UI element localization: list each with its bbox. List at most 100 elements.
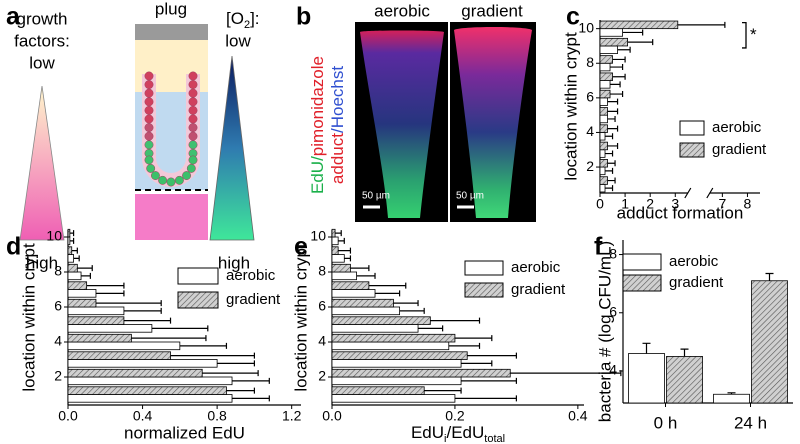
panel-a: a growth factors: low high plug [O2]: lo… (6, 0, 260, 272)
error-bar (677, 21, 726, 28)
legend-swatch (622, 253, 662, 271)
y-tick-label: 2 (318, 368, 326, 384)
error-bar (232, 395, 270, 402)
bar (751, 280, 788, 404)
label: low (225, 31, 251, 50)
bar (331, 333, 456, 343)
cell (188, 114, 198, 124)
cell (150, 171, 160, 181)
label-part: pimonidazole (308, 56, 327, 156)
error-bar (607, 108, 619, 115)
cell (144, 123, 154, 133)
x-axis-label: EdUi/EdUtotal (411, 423, 505, 444)
cell (186, 163, 196, 173)
legend-label: aerobic (669, 253, 719, 270)
label: plug (155, 0, 187, 18)
annotation: * (750, 25, 757, 44)
bar (599, 166, 606, 176)
bar (599, 132, 606, 141)
legend-label: gradient (511, 281, 566, 298)
bar (331, 376, 462, 386)
error-bar (69, 237, 75, 244)
bar (67, 351, 171, 360)
error-bar (607, 142, 619, 149)
legend-swatch (622, 274, 662, 292)
error-bar (461, 377, 517, 384)
label-part: i (444, 433, 446, 444)
bar (599, 159, 608, 168)
error-bar (612, 73, 626, 80)
label: low (29, 53, 55, 72)
bar (67, 376, 233, 386)
label: high (218, 253, 250, 272)
y-tick-label: 6 (609, 303, 617, 319)
bracket (742, 22, 747, 49)
y-tick-label: 4 (609, 362, 617, 378)
cell (144, 105, 154, 115)
cell (144, 97, 154, 107)
bar (331, 281, 370, 290)
bar (331, 386, 425, 395)
bar (67, 341, 181, 351)
bar (599, 149, 606, 158)
bar (67, 298, 97, 308)
bar (599, 114, 608, 124)
label-part: [O (226, 9, 244, 28)
y-tick-label: 6 (586, 89, 594, 105)
error-bar (338, 247, 352, 254)
error-bar (607, 115, 616, 122)
cell (188, 105, 198, 115)
x-tick-label: 0 (596, 196, 604, 212)
error-bar (605, 167, 614, 174)
bar (331, 368, 511, 378)
bar (67, 386, 227, 395)
gradient-triangle (209, 55, 255, 241)
error-bar (727, 392, 736, 395)
error-bar (607, 160, 616, 167)
error-bar (356, 272, 376, 279)
x-tick-label: 7 (718, 196, 726, 212)
layer (135, 194, 208, 240)
error-bar (335, 230, 342, 237)
x-tick-label: 1.2 (282, 408, 302, 424)
label: gradient (461, 1, 523, 20)
error-bar (454, 395, 517, 402)
stain-label: EdU/pimonidazole (308, 56, 327, 194)
bar (67, 324, 153, 333)
label: aerobic (374, 1, 430, 20)
bar (599, 80, 611, 89)
legend-label: aerobic (226, 267, 276, 284)
label-part: ]: (250, 9, 259, 28)
y-axis-label: location within crypt (291, 243, 310, 392)
legend-swatch (679, 120, 705, 136)
bar (331, 324, 419, 333)
legend-swatch (464, 260, 504, 276)
bar (331, 341, 450, 351)
panel-letter: b (296, 3, 311, 31)
y-tick-label: 6 (318, 298, 326, 314)
bar (331, 271, 357, 281)
error-bar (765, 272, 774, 281)
bar (599, 176, 608, 185)
error-bar (454, 335, 493, 342)
cell (144, 71, 154, 81)
bar (67, 359, 218, 368)
x-axis-label: adduct formation (617, 203, 744, 222)
bar (599, 55, 613, 64)
error-bar (605, 150, 614, 157)
legend-label: gradient (669, 274, 724, 291)
legend-swatch (464, 282, 504, 298)
error-bar (448, 342, 481, 349)
error-bar (610, 91, 624, 98)
bar (67, 306, 125, 316)
label: factors: (14, 31, 70, 50)
x-tick-label: 0.8 (207, 408, 227, 424)
legend-label: aerobic (511, 259, 561, 276)
bar (67, 271, 82, 281)
panel-b: b aerobic gradient 50 µm 50 µm EdU/pimon… (296, 1, 536, 222)
y-axis-label: bacteria # (log CFU/mL) (595, 241, 614, 422)
bar (599, 20, 679, 30)
error-bar (393, 300, 419, 307)
bar (331, 316, 431, 325)
error-bar (424, 387, 462, 394)
